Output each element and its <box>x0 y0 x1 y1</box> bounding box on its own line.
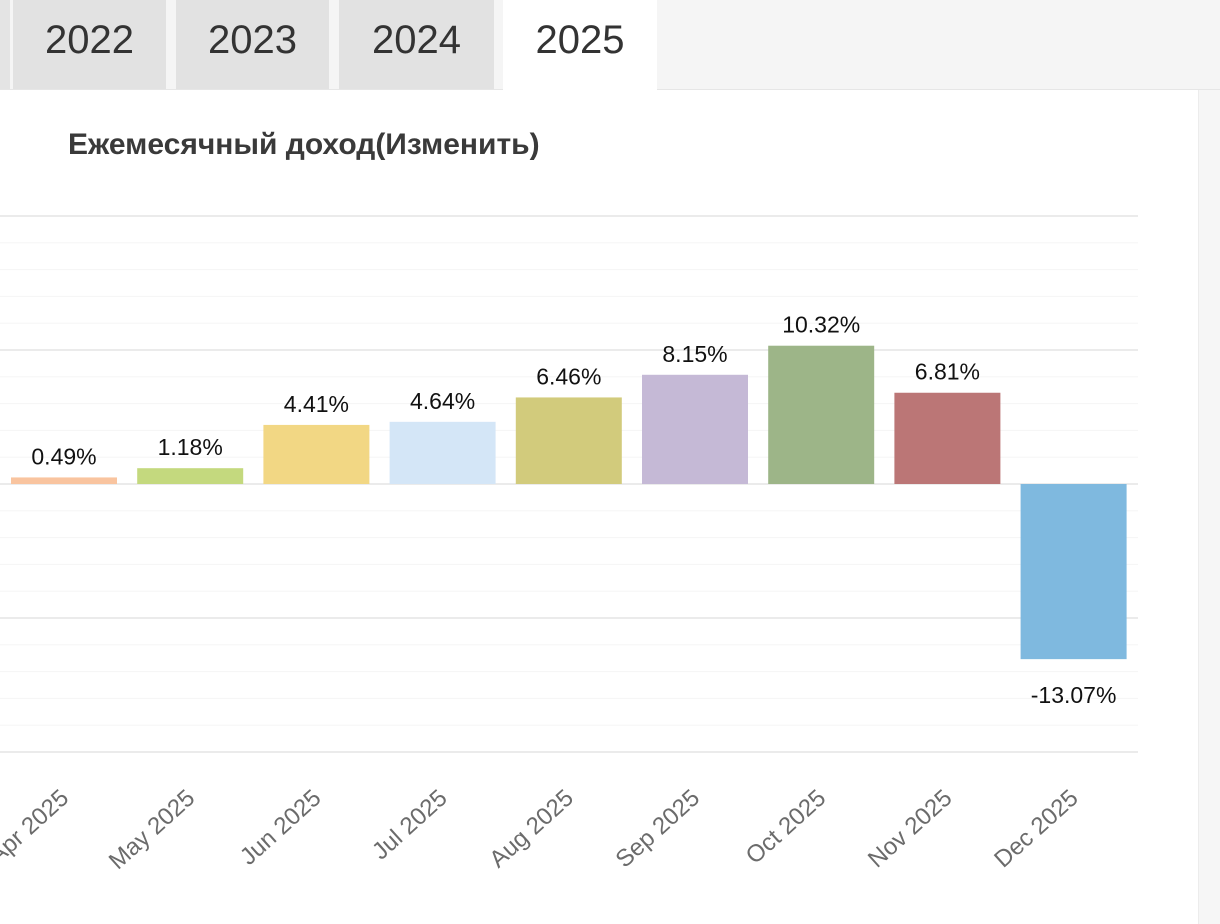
tab-2025[interactable]: 2025 <box>503 0 657 90</box>
data-label-6: 8.15% <box>662 341 727 367</box>
x-tick-label-9: Dec 2025 <box>989 784 1083 873</box>
x-tick-label-2: May 2025 <box>104 784 200 875</box>
chart-title: Ежемесячный доход(Изменить) <box>68 128 540 162</box>
bar-4 <box>389 421 496 484</box>
bar-9 <box>1020 484 1127 660</box>
data-label-1: 0.49% <box>31 443 96 469</box>
bar-3 <box>263 424 370 484</box>
data-label-4: 4.64% <box>410 388 475 414</box>
bar-7 <box>768 345 875 484</box>
x-tick-label-4: Jul 2025 <box>367 784 453 865</box>
data-label-3: 4.41% <box>284 391 349 417</box>
tab-2024[interactable]: 2024 <box>339 0 494 89</box>
bar-5 <box>515 397 622 484</box>
x-tick-label-1: Apr 2025 <box>0 784 74 869</box>
data-label-7: 10.32% <box>782 312 860 338</box>
data-label-5: 6.46% <box>536 363 601 389</box>
x-tick-label-7: Oct 2025 <box>741 784 831 869</box>
x-tick-label-5: Aug 2025 <box>484 784 578 873</box>
bar-1 <box>11 477 117 484</box>
chart-edit-link[interactable]: (Изменить) <box>375 128 540 161</box>
data-label-2: 1.18% <box>158 434 223 460</box>
tab-2022[interactable]: 2022 <box>13 0 166 89</box>
chart-title-text: Ежемесячный доход <box>68 128 376 161</box>
x-tick-label-3: Jun 2025 <box>235 784 326 870</box>
tab-2023[interactable]: 2023 <box>176 0 329 89</box>
x-tick-label-8: Nov 2025 <box>863 784 957 873</box>
tab-strip-edge <box>0 0 10 89</box>
data-label-8: 6.81% <box>915 359 980 385</box>
bar-2 <box>137 468 244 484</box>
bar-6 <box>642 374 748 484</box>
chart-panel <box>0 90 1199 924</box>
bar-8 <box>894 392 1001 484</box>
x-tick-label-6: Sep 2025 <box>611 784 705 873</box>
scrollbar-gutter <box>1199 90 1220 924</box>
year-tab-bar: 2022 2023 2024 2025 <box>0 0 1220 90</box>
data-label-9: -13.07% <box>1031 682 1117 708</box>
